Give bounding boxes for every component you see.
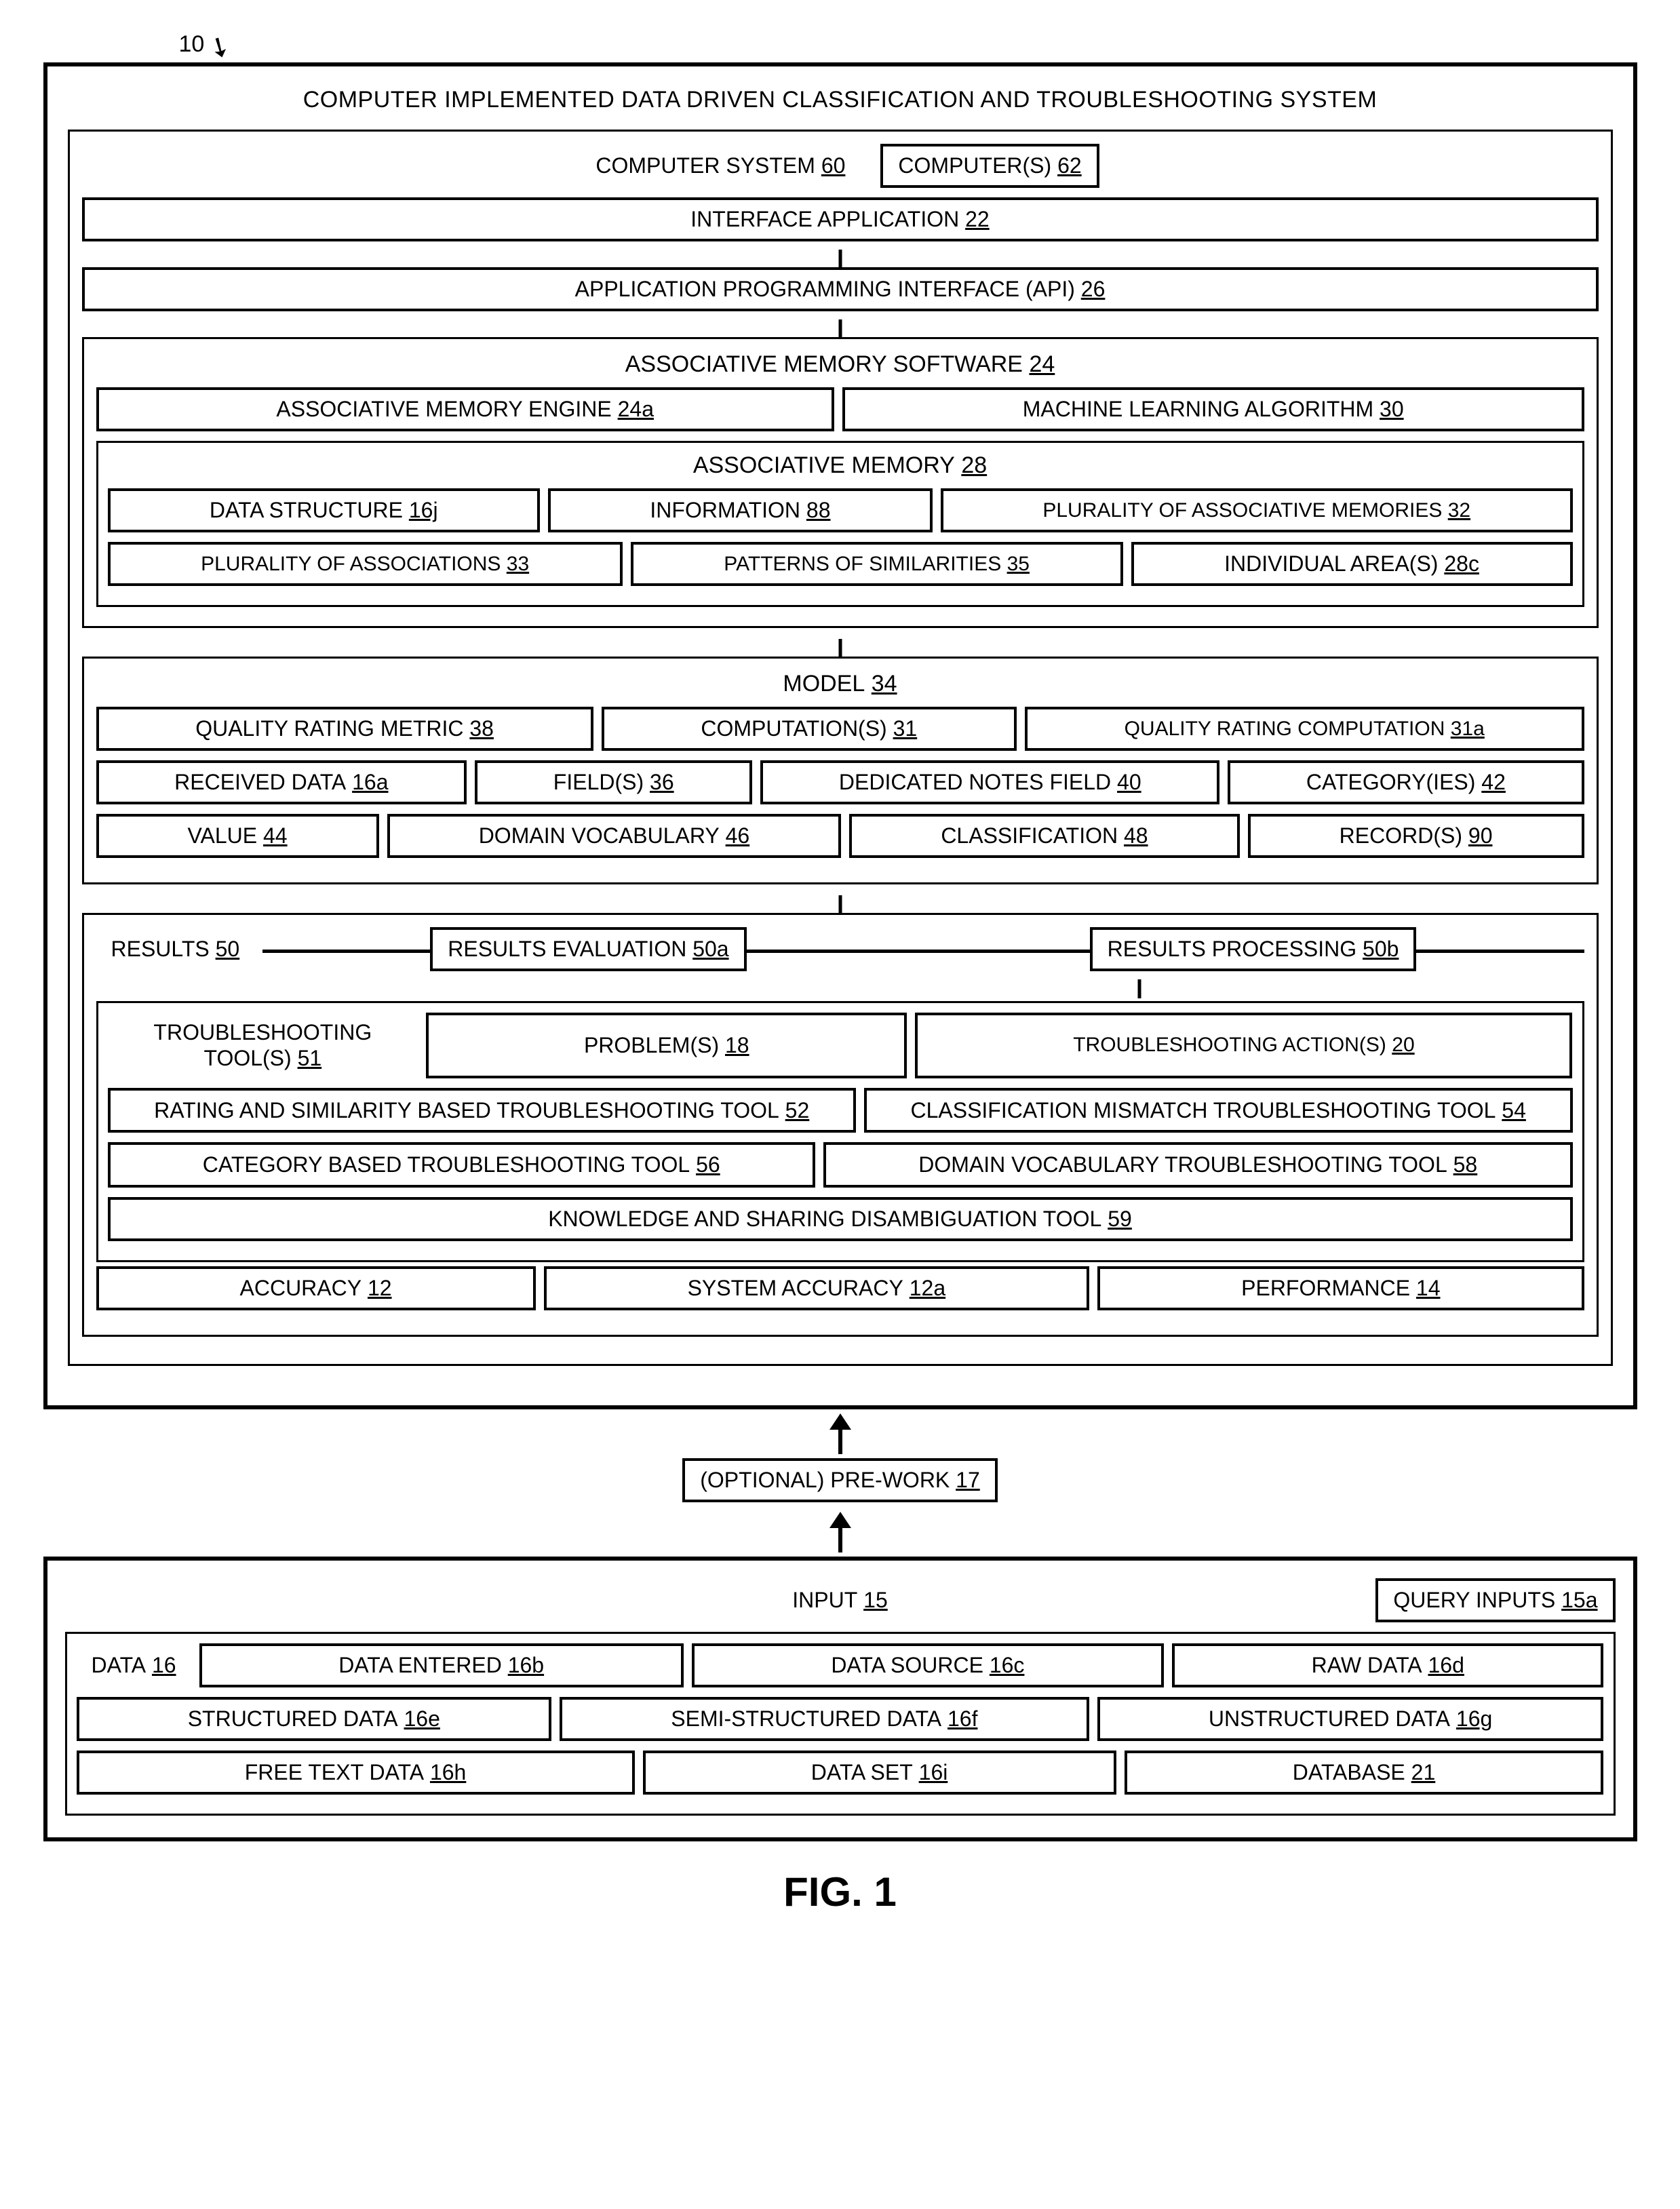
page-wrap: 10➘ COMPUTER IMPLEMENTED DATA DRIVEN CLA… [43,27,1637,1915]
vocab-box: DOMAIN VOCABULARY 46 [387,814,842,858]
patterns-box: PATTERNS OF SIMILARITIES 35 [631,542,1123,586]
individual-areas-box: INDIVIDUAL AREA(S) 28c [1131,542,1573,586]
prework-box: (OPTIONAL) PRE-WORK 17 [682,1458,998,1502]
input-frame: INPUT 15 QUERY INPUTS 15a DATA 16 DATA E… [43,1557,1637,1841]
computer-system-label: COMPUTER SYSTEM 60 [581,144,860,188]
connector-1 [82,250,1599,269]
results-label: RESULTS 50 [96,930,255,969]
free-text-data-box: FREE TEXT DATA 16h [77,1751,635,1795]
cbtt-box: CATEGORY BASED TROUBLESHOOTING TOOL 56 [108,1142,815,1187]
ref-arrow: ➘ [202,28,237,67]
results-eval-box: RESULTS EVALUATION 50a [430,927,746,971]
plurality-memories-box: PLURALITY OF ASSOCIATIVE MEMORIES 32 [941,488,1573,532]
ml-algo-box: MACHINE LEARNING ALGORITHM 30 [842,387,1584,431]
main-frame: COMPUTER IMPLEMENTED DATA DRIVEN CLASSIF… [43,62,1637,1409]
data-entered-box: DATA ENTERED 16b [199,1643,684,1687]
semi-structured-data-box: SEMI-STRUCTURED DATA 16f [560,1697,1089,1741]
main-title: COMPUTER IMPLEMENTED DATA DRIVEN CLASSIF… [68,87,1613,113]
am-inner-title: ASSOCIATIVE MEMORY 28 [108,452,1573,479]
arrow-input-to-prework [43,1512,1637,1552]
computer-system-section: COMPUTER SYSTEM 60 COMPUTER(S) 62 INTERF… [68,130,1613,1366]
data-source-box: DATA SOURCE 16c [692,1643,1164,1687]
connector-5 [1137,979,1141,998]
computers-box: COMPUTER(S) 62 [880,144,1099,188]
connector-4 [82,895,1599,914]
connector-3 [82,639,1599,658]
query-inputs-box: QUERY INPUTS 15a [1375,1578,1615,1622]
dataset-box: DATA SET 16i [643,1751,1116,1795]
ams-title: ASSOCIATIVE MEMORY SOFTWARE 24 [96,351,1584,378]
classification-box: CLASSIFICATION 48 [849,814,1239,858]
am-inner-section: ASSOCIATIVE MEMORY 28 DATA STRUCTURE 16j… [96,441,1584,607]
tools-label: TROUBLESHOOTING TOOL(S) 51 [108,1013,418,1078]
dvtt-box: DOMAIN VOCABULARY TROUBLESHOOTING TOOL 5… [823,1142,1573,1187]
sys-accuracy-box: SYSTEM ACCURACY 12a [544,1266,1090,1310]
problems-box: PROBLEM(S) 18 [426,1013,907,1078]
accuracy-box: ACCURACY 12 [96,1266,536,1310]
arrow-prework-to-main [43,1413,1637,1454]
database-box: DATABASE 21 [1125,1751,1604,1795]
am-engine-box: ASSOCIATIVE MEMORY ENGINE 24a [96,387,834,431]
categories-box: CATEGORY(IES) 42 [1228,760,1584,804]
interface-application-box: INTERFACE APPLICATION 22 [82,197,1599,241]
notes-box: DEDICATED NOTES FIELD 40 [760,760,1219,804]
model-section: MODEL 34 QUALITY RATING METRIC 38 COMPUT… [82,657,1599,884]
figure-label: FIG. 1 [43,1869,1637,1915]
data-label: DATA 16 [77,1643,191,1687]
unstructured-data-box: UNSTRUCTURED DATA 16g [1097,1697,1604,1741]
computations-box: COMPUTATION(S) 31 [602,707,1017,751]
troubleshooting-section: TROUBLESHOOTING TOOL(S) 51 PROBLEM(S) 18… [96,1001,1584,1262]
raw-data-box: RAW DATA 16d [1172,1643,1603,1687]
performance-box: PERFORMANCE 14 [1097,1266,1584,1310]
model-title: MODEL 34 [96,671,1584,697]
ref-number: 10➘ [43,27,1637,58]
results-section: RESULTS 50 RESULTS EVALUATION 50a RESULT… [82,913,1599,1337]
structured-data-box: STRUCTURED DATA 16e [77,1697,552,1741]
ams-section: ASSOCIATIVE MEMORY SOFTWARE 24 ASSOCIATI… [82,337,1599,628]
input-title: INPUT 15 [777,1581,902,1620]
value-box: VALUE 44 [96,814,379,858]
connector-2 [82,319,1599,338]
actions-box: TROUBLESHOOTING ACTION(S) 20 [915,1013,1572,1078]
ksdt-box: KNOWLEDGE AND SHARING DISAMBIGUATION TOO… [108,1197,1573,1241]
cmtt-box: CLASSIFICATION MISMATCH TROUBLESHOOTING … [864,1088,1573,1133]
qrm-box: QUALITY RATING METRIC 38 [96,707,593,751]
data-inner-section: DATA 16 DATA ENTERED 16b DATA SOURCE 16c… [65,1632,1616,1816]
fields-box: FIELD(S) 36 [475,760,752,804]
api-box: APPLICATION PROGRAMMING INTERFACE (API) … [82,267,1599,311]
information-box: INFORMATION 88 [548,488,933,532]
plurality-assoc-box: PLURALITY OF ASSOCIATIONS 33 [108,542,623,586]
received-data-box: RECEIVED DATA 16a [96,760,467,804]
rsbtt-box: RATING AND SIMILARITY BASED TROUBLESHOOT… [108,1088,856,1133]
qrc-box: QUALITY RATING COMPUTATION 31a [1025,707,1584,751]
data-structure-box: DATA STRUCTURE 16j [108,488,540,532]
results-proc-box: RESULTS PROCESSING 50b [1090,927,1417,971]
records-box: RECORD(S) 90 [1248,814,1584,858]
